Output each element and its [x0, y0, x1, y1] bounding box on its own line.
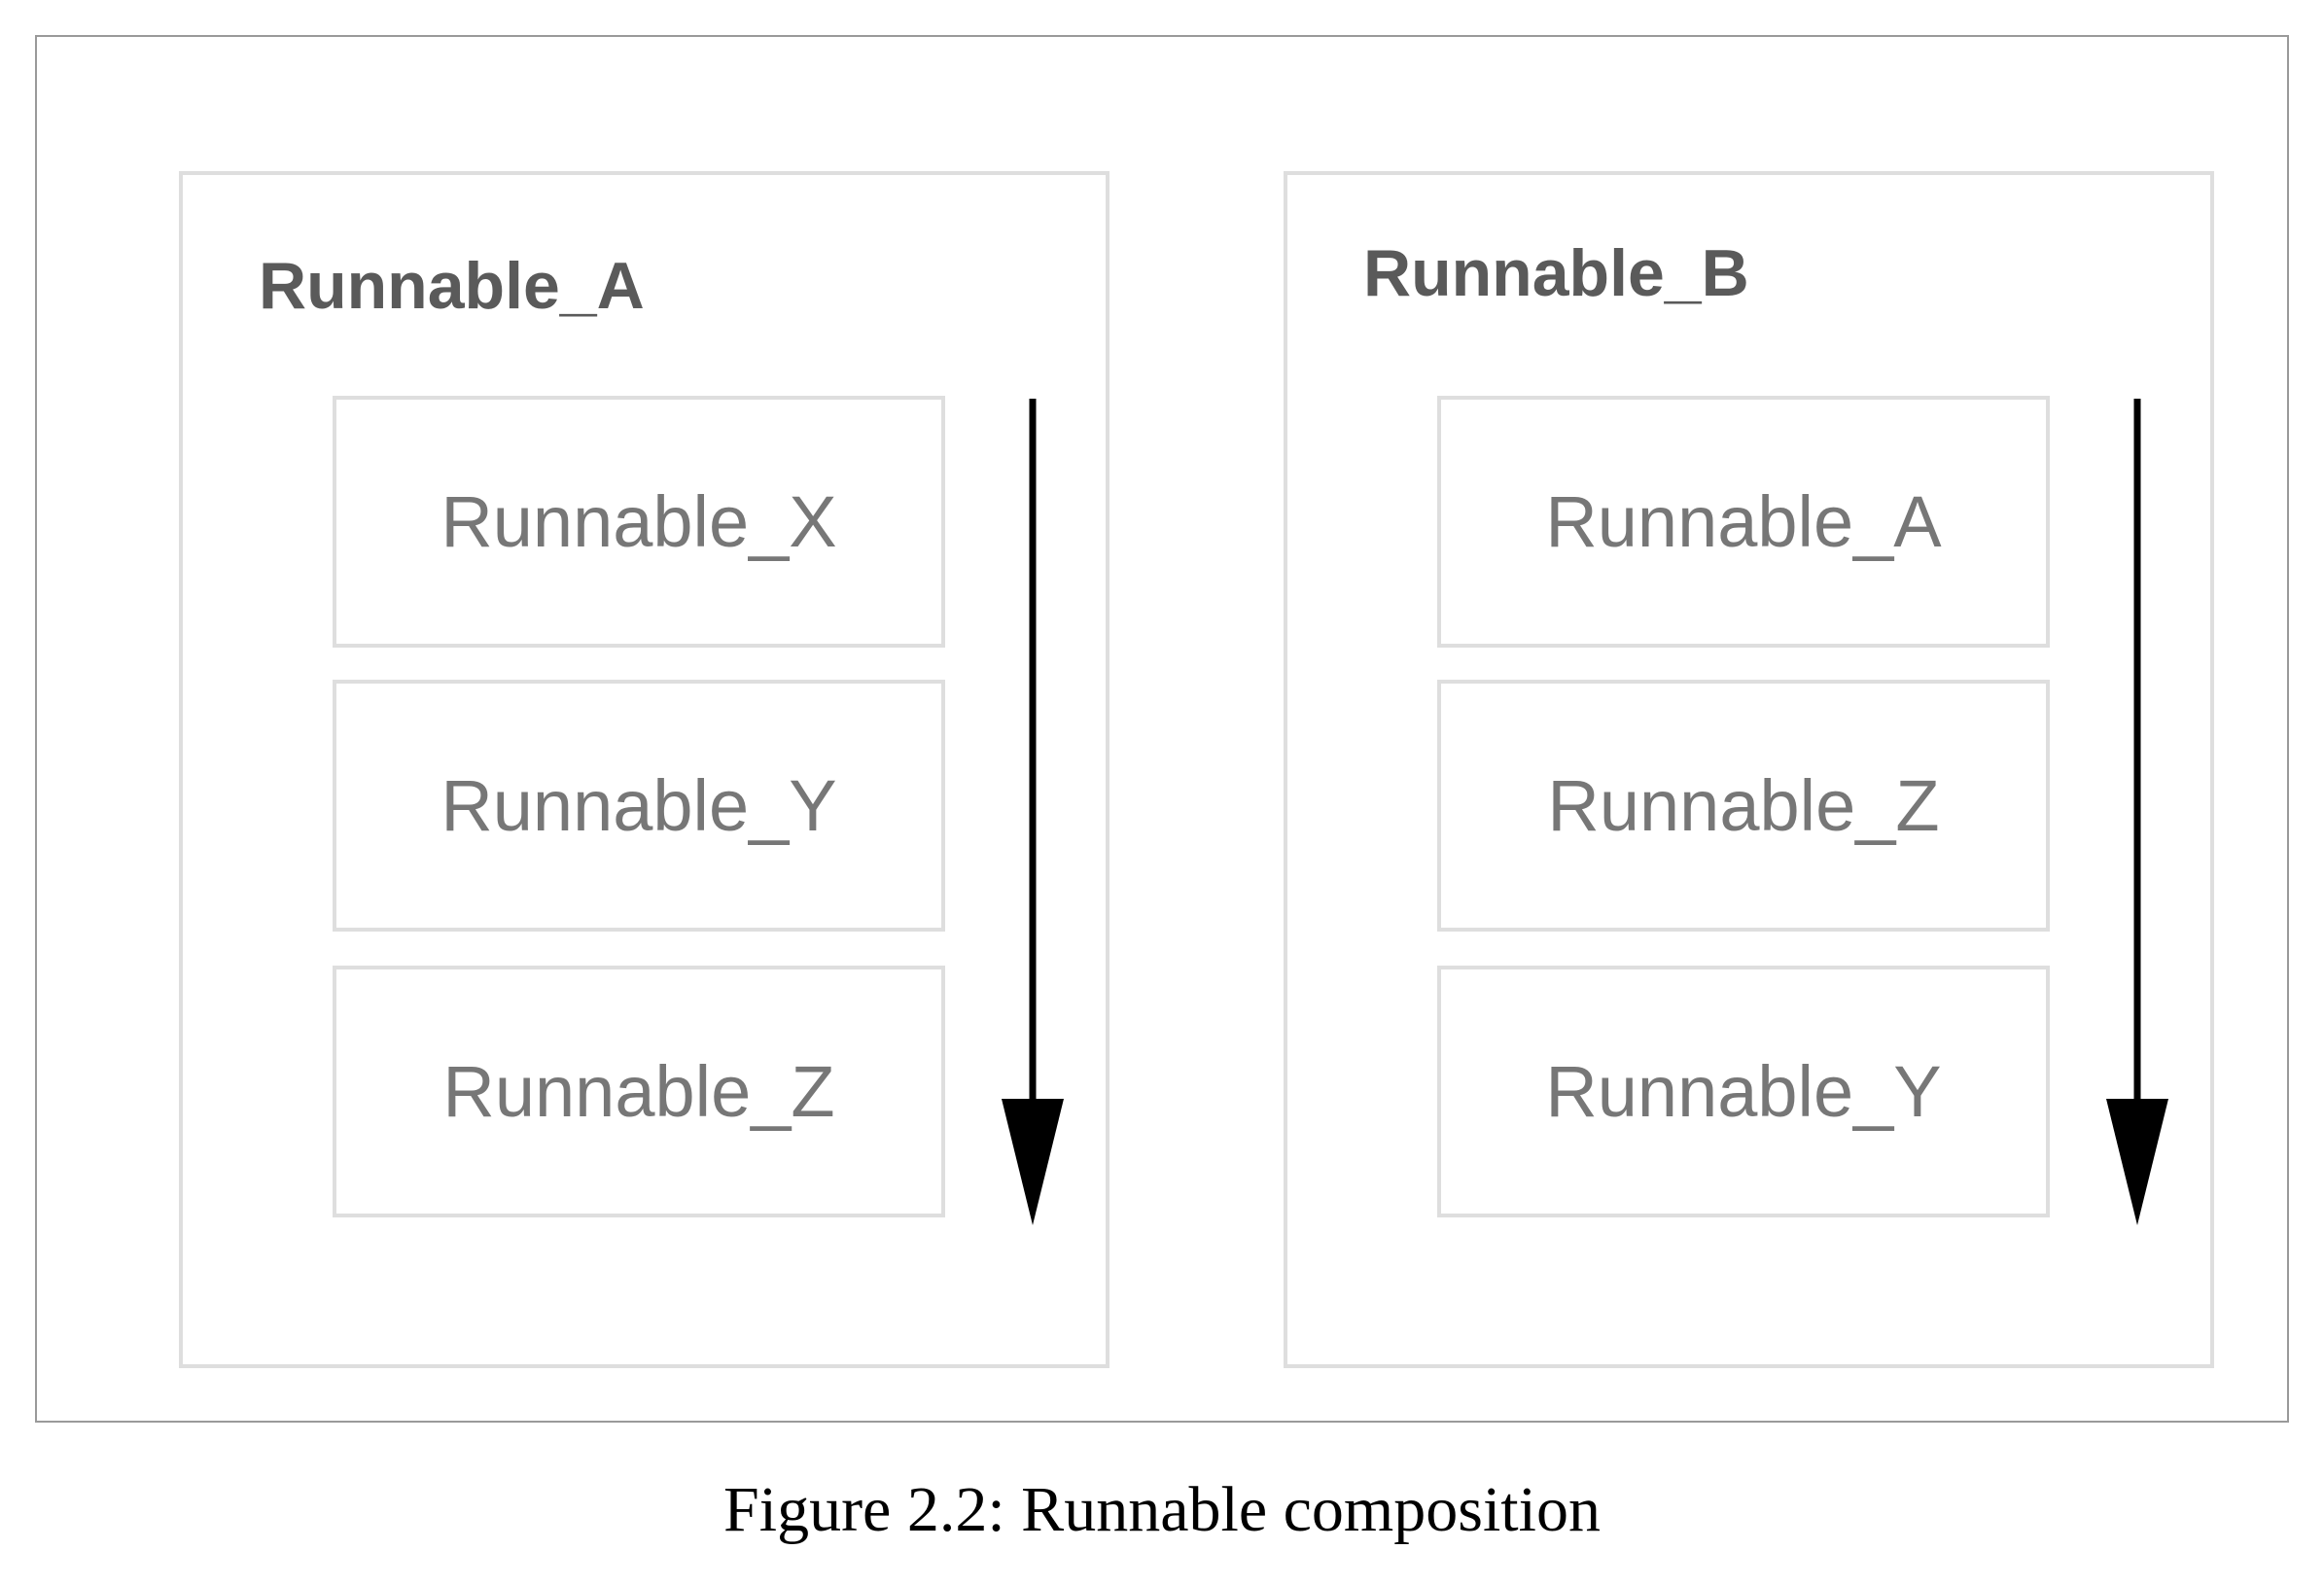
- group-title: Runnable_B: [1363, 236, 1749, 310]
- runnable-item-box: Runnable_Y: [333, 680, 945, 932]
- down-arrow-icon: [2106, 399, 2168, 1225]
- runnable-item-label: Runnable_Z: [1547, 765, 1940, 846]
- runnable-item-label: Runnable_A: [1545, 481, 1942, 562]
- runnable-item-box: Runnable_X: [333, 396, 945, 648]
- runnable-item-box: Runnable_A: [1437, 396, 2050, 648]
- runnable-item-label: Runnable_Z: [442, 1051, 835, 1132]
- runnable-item-label: Runnable_Y: [440, 765, 837, 846]
- runnable-item-label: Runnable_X: [440, 481, 837, 562]
- runnable-group-a: Runnable_A Runnable_X Runnable_Y Runnabl…: [179, 171, 1109, 1368]
- figure-caption: Figure 2.2: Runnable composition: [723, 1474, 1601, 1545]
- figure-frame: Runnable_A Runnable_X Runnable_Y Runnabl…: [35, 35, 2289, 1423]
- group-title: Runnable_A: [259, 249, 645, 323]
- runnable-group-b: Runnable_B Runnable_A Runnable_Z Runnabl…: [1284, 171, 2214, 1368]
- down-arrow-icon: [1002, 399, 1064, 1225]
- runnable-item-box: Runnable_Y: [1437, 966, 2050, 1217]
- runnable-item-box: Runnable_Z: [333, 966, 945, 1217]
- runnable-item-label: Runnable_Y: [1545, 1051, 1942, 1132]
- runnable-item-box: Runnable_Z: [1437, 680, 2050, 932]
